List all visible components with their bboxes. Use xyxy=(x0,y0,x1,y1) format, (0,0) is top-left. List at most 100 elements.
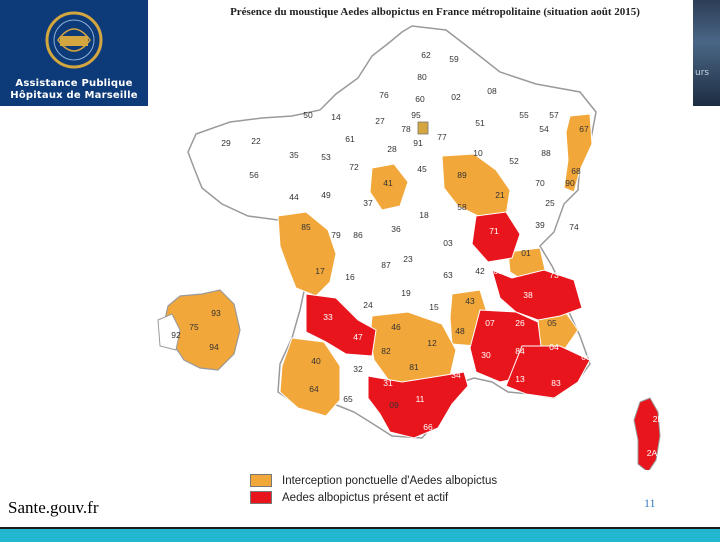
dept-label-22: 22 xyxy=(251,136,261,146)
dept-label-03: 03 xyxy=(443,238,453,248)
dept-label-90: 90 xyxy=(565,178,575,188)
dept-label-34: 34 xyxy=(451,370,461,380)
region-33-47 xyxy=(305,293,377,357)
dept-label-72: 72 xyxy=(349,162,359,172)
region-69-38-73 xyxy=(491,269,583,321)
dept-label-10: 10 xyxy=(473,148,483,158)
dept-label-52: 52 xyxy=(509,156,519,166)
dept-label-08: 08 xyxy=(487,86,497,96)
legend-label-interception: Interception ponctuelle d'Aedes albopict… xyxy=(282,474,498,487)
dept-label-94: 94 xyxy=(209,342,219,352)
dept-label-18: 18 xyxy=(419,210,429,220)
dept-label-91: 91 xyxy=(413,138,423,148)
dept-label-06: 06 xyxy=(581,352,591,362)
dept-label-87: 87 xyxy=(381,260,391,270)
dept-label-47: 47 xyxy=(353,332,363,342)
dept-label-31: 31 xyxy=(383,378,393,388)
dept-label-45: 45 xyxy=(417,164,427,174)
dept-label-68: 68 xyxy=(571,166,581,176)
dept-label-78: 78 xyxy=(401,124,411,134)
dept-label-85: 85 xyxy=(301,222,311,232)
map-legend: Interception ponctuelle d'Aedes albopict… xyxy=(250,472,550,506)
dept-label-82: 82 xyxy=(381,346,391,356)
dept-label-17: 17 xyxy=(315,266,325,276)
dept-label-46: 46 xyxy=(391,322,401,332)
dept-label-76: 76 xyxy=(379,90,389,100)
region-34-11-31 xyxy=(367,371,469,439)
dept-label-80: 80 xyxy=(417,72,427,82)
dept-label-79: 79 xyxy=(331,230,341,240)
dept-label-83: 83 xyxy=(551,378,561,388)
page-number: 11 xyxy=(644,496,656,510)
corner-photo-text: urs xyxy=(695,68,710,78)
dept-label-57: 57 xyxy=(549,110,559,120)
dept-label-65: 65 xyxy=(343,394,353,404)
interception-regions xyxy=(277,113,593,417)
paris-center-marker xyxy=(417,121,429,135)
dept-label-50: 50 xyxy=(303,110,313,120)
dept-label-26: 26 xyxy=(515,318,525,328)
region-67-68 xyxy=(563,113,593,193)
dept-label-01: 01 xyxy=(521,248,531,258)
legend-item-interception: Interception ponctuelle d'Aedes albopict… xyxy=(250,473,497,488)
dept-label-58: 58 xyxy=(457,202,467,212)
dept-label-40: 40 xyxy=(311,356,321,366)
france-map: 62 59 80 76 60 02 08 50 14 27 95 78 91 77 51 55 57 67 54 29… xyxy=(150,20,690,470)
dept-label-16: 16 xyxy=(345,272,355,282)
map-title: Présence du moustique Aedes albopictus e… xyxy=(230,6,640,18)
dept-label-69: 69 xyxy=(493,266,503,276)
legend-label-present: Aedes albopictus présent et actif xyxy=(282,491,449,504)
region-71 xyxy=(471,211,521,263)
dept-label-61: 61 xyxy=(345,134,355,144)
dept-label-92: 92 xyxy=(171,330,181,340)
dept-label-24: 24 xyxy=(363,300,373,310)
dept-label-2b: 2B xyxy=(653,414,664,424)
dept-label-30: 30 xyxy=(481,350,491,360)
dept-label-41: 41 xyxy=(383,178,393,188)
dept-label-86: 86 xyxy=(353,230,363,240)
aphm-emblem-icon xyxy=(45,11,103,69)
dept-label-13: 13 xyxy=(515,374,525,384)
region-04-06-13-83 xyxy=(505,345,591,399)
dept-label-37: 37 xyxy=(363,198,373,208)
dept-label-14: 14 xyxy=(331,112,341,122)
dept-label-42: 42 xyxy=(475,266,485,276)
region-41 xyxy=(369,163,409,211)
dept-label-56: 56 xyxy=(249,170,259,180)
dept-label-67: 67 xyxy=(579,124,589,134)
legend-swatch-interception xyxy=(250,474,272,487)
aphm-logo: Assistance Publique Hôpitaux de Marseill… xyxy=(0,0,148,106)
dept-label-33: 33 xyxy=(323,312,333,322)
dept-label-23: 23 xyxy=(403,254,413,264)
dept-label-38: 38 xyxy=(523,290,533,300)
present-regions xyxy=(305,211,591,439)
dept-label-29: 29 xyxy=(221,138,231,148)
dept-label-81: 81 xyxy=(409,362,419,372)
dept-label-75: 75 xyxy=(189,322,199,332)
dept-label-62: 62 xyxy=(421,50,431,60)
dept-label-2a: 2A xyxy=(647,448,658,458)
dept-label-88: 88 xyxy=(541,148,551,158)
dept-label-15: 15 xyxy=(429,302,439,312)
dept-label-71: 71 xyxy=(489,226,499,236)
paris-inset-92 xyxy=(157,313,181,351)
dept-label-59: 59 xyxy=(449,54,459,64)
corsica-outline xyxy=(633,397,661,470)
logo-line2: Hôpitaux de Marseille xyxy=(10,90,138,101)
bottom-bar xyxy=(0,527,720,542)
dept-label-73: 73 xyxy=(549,270,559,280)
dept-label-55: 55 xyxy=(519,110,529,120)
dept-label-43: 43 xyxy=(465,296,475,306)
dept-label-28: 28 xyxy=(387,144,397,154)
dept-label-63: 63 xyxy=(443,270,453,280)
dept-label-21: 21 xyxy=(495,190,505,200)
dept-label-89: 89 xyxy=(457,170,467,180)
dept-label-60: 60 xyxy=(415,94,425,104)
source-credit: Sante.gouv.fr xyxy=(8,498,99,517)
dept-label-11: 11 xyxy=(416,394,425,404)
corner-photo: urs xyxy=(693,0,720,106)
dept-label-84: 84 xyxy=(515,346,525,356)
dept-label-12: 12 xyxy=(427,338,437,348)
region-85-79-17 xyxy=(277,211,337,297)
dept-label-44: 44 xyxy=(289,192,299,202)
